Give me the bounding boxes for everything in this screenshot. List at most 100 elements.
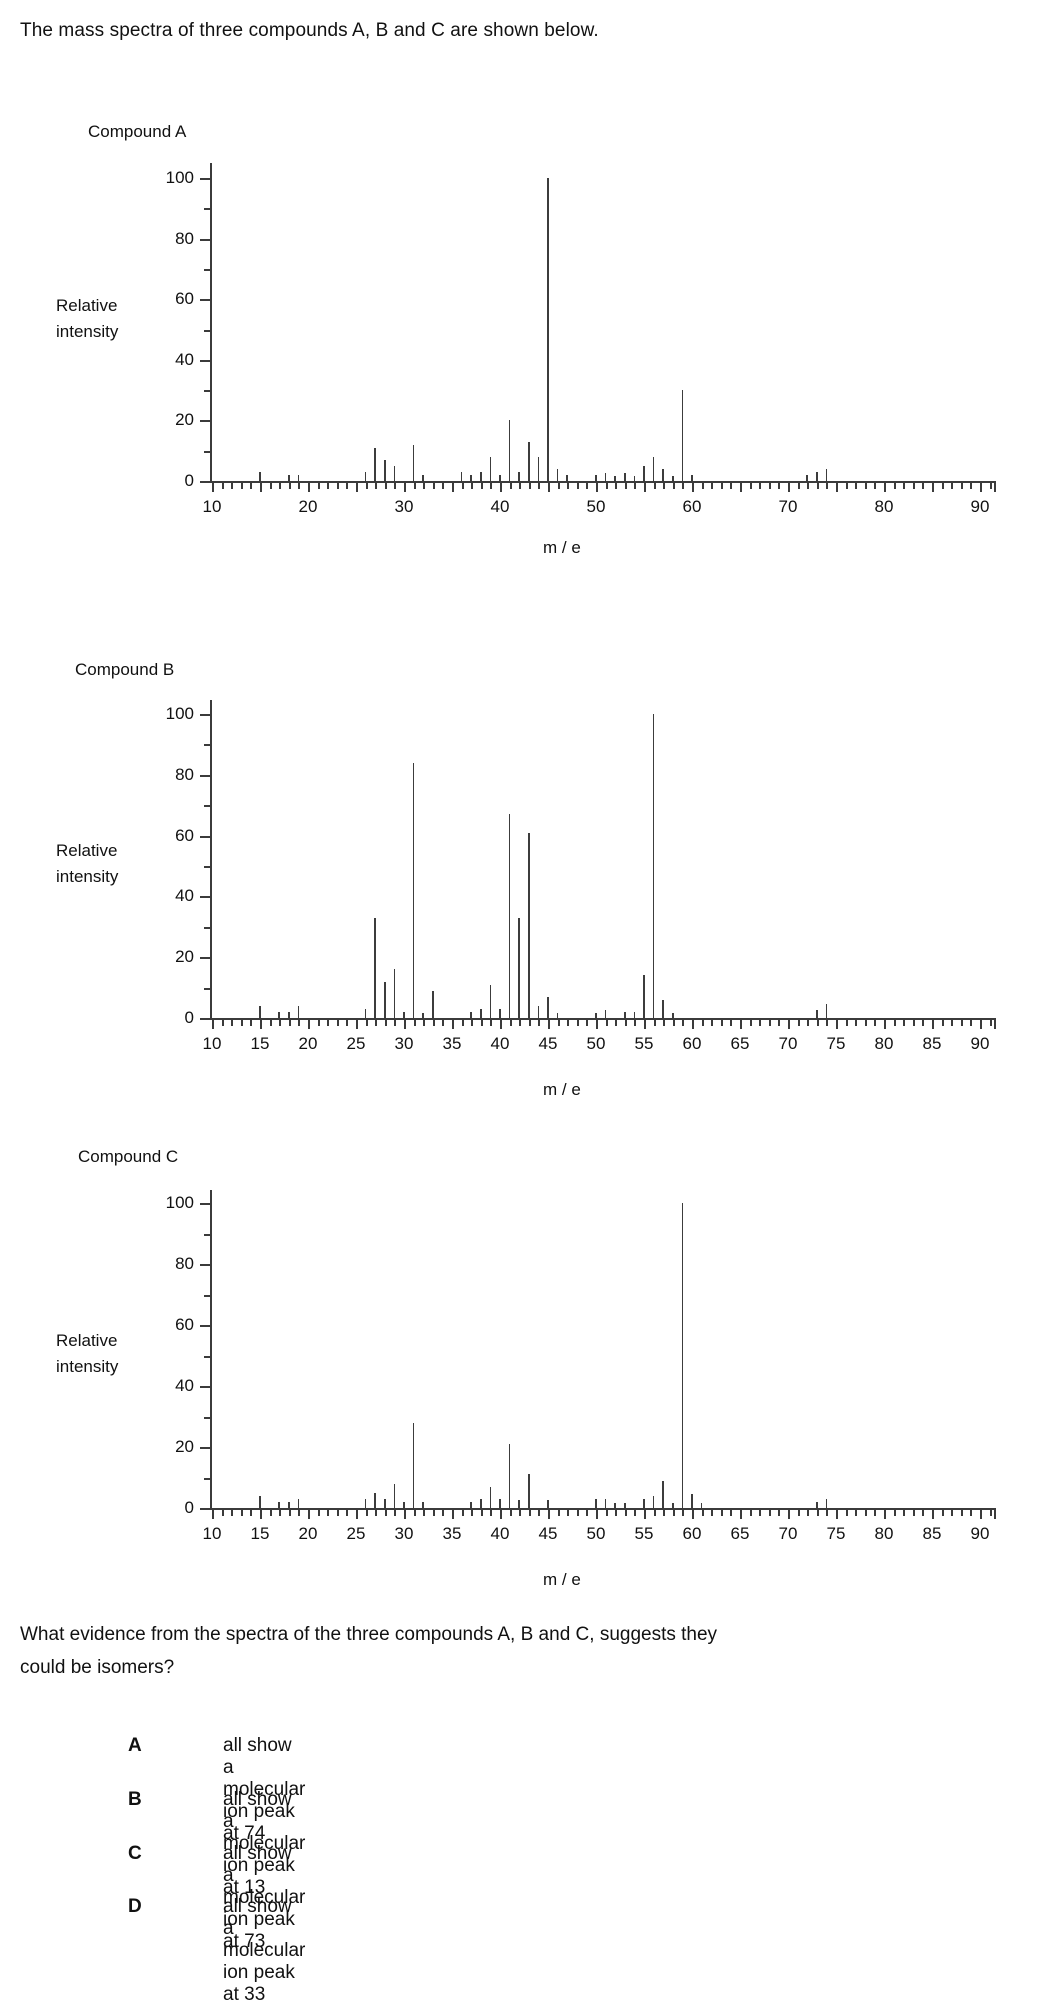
- x-tick: [413, 483, 416, 489]
- x-tick: [884, 1020, 886, 1029]
- x-tick: [567, 483, 570, 489]
- spectrum-peak-mz-18: [288, 474, 290, 481]
- spectrum-peak-mz-50: [595, 474, 597, 481]
- x-tick: [509, 483, 512, 489]
- x-tick: [452, 1510, 454, 1519]
- x-tick: [586, 1510, 589, 1516]
- x-tick: [980, 1510, 982, 1519]
- spectrum-peak-mz-73: [816, 471, 818, 481]
- spectrum-peak-mz-31: [412, 444, 415, 481]
- spectrum-peak-mz-51: [604, 1498, 607, 1508]
- x-tick-label: 80: [874, 1034, 894, 1053]
- x-tick: [922, 1510, 925, 1516]
- x-tick: [994, 483, 996, 492]
- chart-compound-a: Compound A Relative intensity m / e 0 20 4…: [0, 95, 1045, 595]
- spectrum-peak-mz-50: [595, 1498, 597, 1508]
- x-tick: [624, 483, 627, 489]
- spectrum-peak-mz-72: [806, 474, 808, 481]
- y-tick: [204, 805, 212, 808]
- x-tick: [826, 1510, 829, 1516]
- spectrum-peak-mz-47: [566, 474, 568, 481]
- x-tick: [807, 1020, 810, 1026]
- x-tick: [884, 483, 886, 492]
- x-tick: [903, 1510, 906, 1516]
- x-tick: [730, 1510, 733, 1516]
- x-tick-label: 45: [538, 1034, 558, 1053]
- spectrum-peak-mz-57: [662, 999, 664, 1018]
- x-tick: [231, 1510, 234, 1516]
- question-line1: What evidence from the spectra of the th…: [20, 1624, 718, 1645]
- y-tick-label: 20: [175, 947, 194, 967]
- y-tick: [204, 1294, 212, 1297]
- spectrum-peak-mz-32: [422, 474, 424, 481]
- y-tick: [200, 1018, 212, 1020]
- x-tick: [317, 1020, 320, 1026]
- x-tick-label: 50: [586, 497, 606, 516]
- x-tick-label: 60: [682, 1524, 702, 1543]
- option-letter: A: [128, 1735, 142, 1756]
- x-tick: [893, 1510, 896, 1516]
- y-tick-label: 60: [175, 825, 194, 845]
- x-tick: [711, 1510, 714, 1516]
- spectrum-peak-mz-45: [547, 178, 549, 481]
- x-axis-label: m / e: [543, 1570, 581, 1589]
- x-tick: [519, 483, 522, 489]
- x-tick: [768, 1510, 771, 1516]
- x-tick: [759, 1510, 762, 1516]
- x-tick: [663, 1510, 666, 1516]
- x-tick: [711, 483, 714, 489]
- x-tick: [538, 1510, 541, 1516]
- x-tick: [989, 483, 992, 489]
- x-tick: [720, 1020, 723, 1026]
- y-tick: [204, 744, 212, 747]
- question-line2: could be isomers?: [20, 1657, 175, 1678]
- x-tick: [692, 1510, 694, 1519]
- x-tick: [250, 1020, 253, 1026]
- x-tick: [768, 1020, 771, 1026]
- spectrum-peak-mz-42: [518, 1500, 520, 1508]
- x-tick: [288, 1510, 291, 1516]
- x-tick: [826, 1020, 829, 1026]
- x-tick-label: 90: [970, 1034, 990, 1053]
- y-axis: [210, 1190, 212, 1510]
- spectrum-peak-mz-36: [460, 471, 463, 481]
- question-text: What evidence from the spectra of the th…: [20, 1618, 980, 1684]
- spectrum-peak-mz-26: [364, 471, 367, 481]
- spectrum-peak-mz-60: [691, 474, 693, 481]
- x-tick: [231, 1020, 234, 1026]
- x-tick-label: 75: [826, 1034, 846, 1053]
- x-tick: [740, 1020, 742, 1029]
- option-text: all show a molecular ion peak at 73: [223, 1843, 306, 1952]
- x-tick: [682, 483, 685, 489]
- x-tick: [423, 483, 426, 489]
- spectrum-peak-mz-57: [662, 468, 664, 481]
- x-tick: [442, 483, 445, 489]
- y-axis-label-line2: intensity: [56, 322, 119, 341]
- spectrum-peak-mz-41: [508, 1443, 511, 1508]
- spectrum-peak-mz-58: [672, 476, 674, 481]
- x-tick: [260, 1020, 262, 1029]
- x-axis: [210, 1018, 996, 1020]
- x-tick-label: 20: [298, 1524, 318, 1543]
- option-text: all show a molecular ion peak at 33: [223, 1896, 306, 2005]
- x-tick: [941, 1020, 944, 1026]
- x-tick: [375, 483, 378, 489]
- x-tick: [855, 483, 858, 489]
- y-tick: [204, 1477, 212, 1480]
- x-tick: [874, 1020, 877, 1026]
- y-axis-label-line2: intensity: [56, 1357, 119, 1376]
- spectrum-peak-mz-31: [412, 1422, 415, 1508]
- x-tick: [884, 1510, 886, 1519]
- x-tick: [807, 1510, 810, 1516]
- x-tick: [749, 483, 752, 489]
- x-tick: [864, 483, 867, 489]
- spectrum-peak-mz-37: [470, 1501, 472, 1508]
- spectrum-peak-mz-52: [614, 1503, 616, 1508]
- spectrum-peak-mz-43: [528, 1474, 530, 1508]
- spectrum-peak-mz-37: [470, 474, 472, 481]
- x-tick: [548, 483, 550, 492]
- x-tick: [912, 483, 915, 489]
- spectrum-peak-mz-17: [278, 1501, 280, 1508]
- x-tick: [423, 1020, 426, 1026]
- x-tick: [288, 1020, 291, 1026]
